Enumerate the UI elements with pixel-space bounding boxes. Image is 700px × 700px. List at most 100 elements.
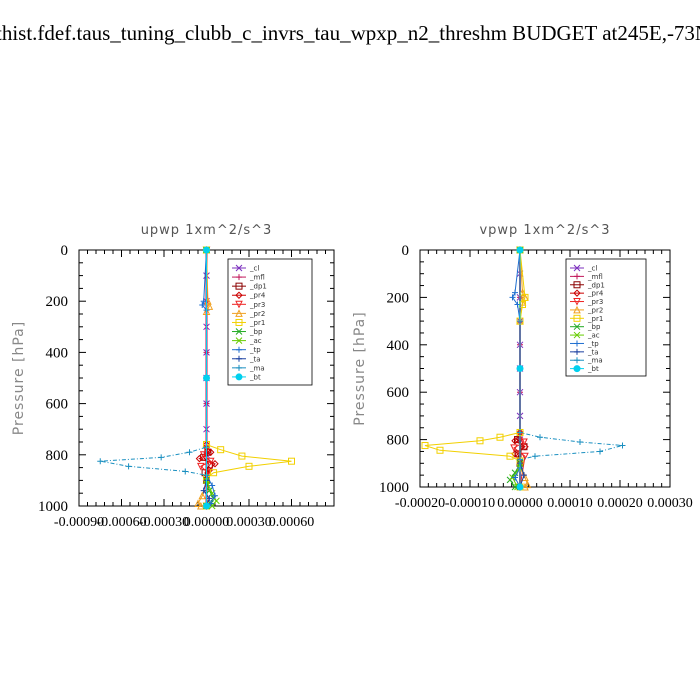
legend-marker [573, 323, 581, 331]
data-point [510, 444, 518, 453]
legend-item: _pr3 [570, 298, 603, 306]
legend-marker [573, 281, 581, 289]
series-bt [516, 246, 524, 491]
data-point [521, 472, 527, 479]
legend-item: _ta [570, 348, 599, 356]
legend-label: _ma [587, 357, 603, 365]
data-point [200, 487, 207, 494]
data-point [619, 442, 626, 449]
legend-marker [235, 373, 243, 381]
legend-label: _cl [587, 265, 597, 273]
legend-item: _pr1 [232, 318, 265, 327]
data-point [205, 302, 214, 310]
data-point [197, 501, 205, 510]
legend-marker [574, 348, 580, 355]
data-point [520, 438, 528, 447]
x-tick-label: 0.00020 [597, 496, 643, 511]
legend-marker [235, 318, 243, 326]
data-point [195, 454, 204, 463]
y-tick-label: 800 [46, 448, 69, 464]
y-tick-label: 600 [46, 397, 69, 413]
legend-label: _ta [249, 355, 261, 363]
x-tick-label: 0.00030 [226, 515, 272, 530]
x-tick-label: 0.00060 [269, 515, 315, 530]
legend-item: _ac [232, 337, 262, 345]
data-point [421, 442, 429, 450]
legend-item: _mfl [232, 274, 265, 282]
data-point [198, 491, 207, 500]
legend-item: _bp [232, 328, 263, 336]
legend-marker [236, 355, 242, 362]
legend-label: _bp [249, 328, 263, 336]
x-tick-label: 0.00010 [547, 496, 593, 511]
legend-label: _tp [249, 346, 261, 354]
legend-marker [573, 289, 581, 297]
data-point [520, 443, 528, 451]
legend-marker [235, 282, 243, 290]
data-point [532, 453, 538, 460]
legend-label: _ac [249, 337, 262, 345]
y-tick-label: 0 [402, 243, 410, 259]
legend-item: _tp [232, 346, 261, 354]
legend-box [565, 258, 647, 377]
y-tick-label: 800 [387, 433, 410, 449]
series-bt [203, 246, 210, 510]
legend-marker [573, 365, 581, 373]
legend-marker [574, 357, 580, 364]
legend-marker [235, 300, 243, 309]
legend-marker [573, 305, 581, 314]
panel-title: vpwp 1xm^2/s^3 [479, 223, 610, 238]
data-point [203, 502, 210, 510]
data-point [523, 480, 532, 489]
data-point [182, 468, 189, 475]
chart-panels: upwp 1xm^2/s^3 Pressure [hPa] 0 200 400 600 80… [11, 223, 693, 530]
legend-label: _pr4 [587, 290, 604, 298]
x-axis: -0.00090-0.00060-0.000300.000000.000300.… [54, 250, 335, 530]
legend-marker [574, 273, 580, 280]
data-point [199, 451, 208, 459]
legend-item: _dp1 [570, 281, 605, 289]
series-group [97, 245, 295, 511]
legend-label: _tp [587, 340, 599, 348]
legend-label: _pr3 [587, 298, 603, 306]
legend-label: _ac [587, 332, 600, 340]
data-point [97, 458, 104, 465]
legend-marker [236, 274, 242, 281]
data-point [200, 298, 207, 305]
data-point [516, 483, 524, 491]
y-tick-label: 600 [387, 385, 410, 401]
data-point [512, 474, 518, 481]
data-point [211, 460, 219, 468]
data-point [506, 452, 514, 460]
legend-marker [574, 340, 580, 347]
legend-label: _bt [249, 373, 261, 381]
x-tick-label: -0.00010 [445, 496, 495, 511]
x-tick-label: -0.00090 [54, 515, 104, 530]
legend-item: _cl [570, 265, 597, 273]
data-point [158, 454, 165, 461]
legend-item: _bp [570, 323, 601, 331]
y-tick-label: 1000 [38, 499, 68, 515]
data-point [206, 457, 215, 466]
legend-label: _bp [587, 323, 601, 331]
legend-item: _pr2 [570, 305, 603, 314]
legend-marker [235, 337, 243, 344]
legend-item: _bt [232, 373, 261, 381]
figure-title: thist.fdef.taus_tuning_clubb_c_invrs_tau… [0, 21, 700, 45]
legend-label: _pr2 [249, 310, 265, 318]
y-axis-label: Pressure [hPa] [352, 311, 368, 425]
data-point [209, 482, 216, 489]
legend-item: _ta [232, 355, 261, 363]
x-tick-label: -0.00060 [96, 515, 146, 530]
legend-label: _pr1 [587, 315, 603, 323]
legend-item: _tp [570, 340, 599, 348]
data-point [217, 446, 225, 454]
legend-label: _mfl [587, 273, 603, 281]
y-tick-label: 1000 [379, 480, 409, 496]
data-point [512, 289, 518, 296]
legend-marker [236, 346, 242, 353]
chart-panel-2: vpwp 1xm^2/s^3 Pressure [hPa] 0 200 400 600 80… [352, 223, 693, 511]
legend-label: _ta [587, 348, 599, 356]
data-point [186, 449, 193, 456]
